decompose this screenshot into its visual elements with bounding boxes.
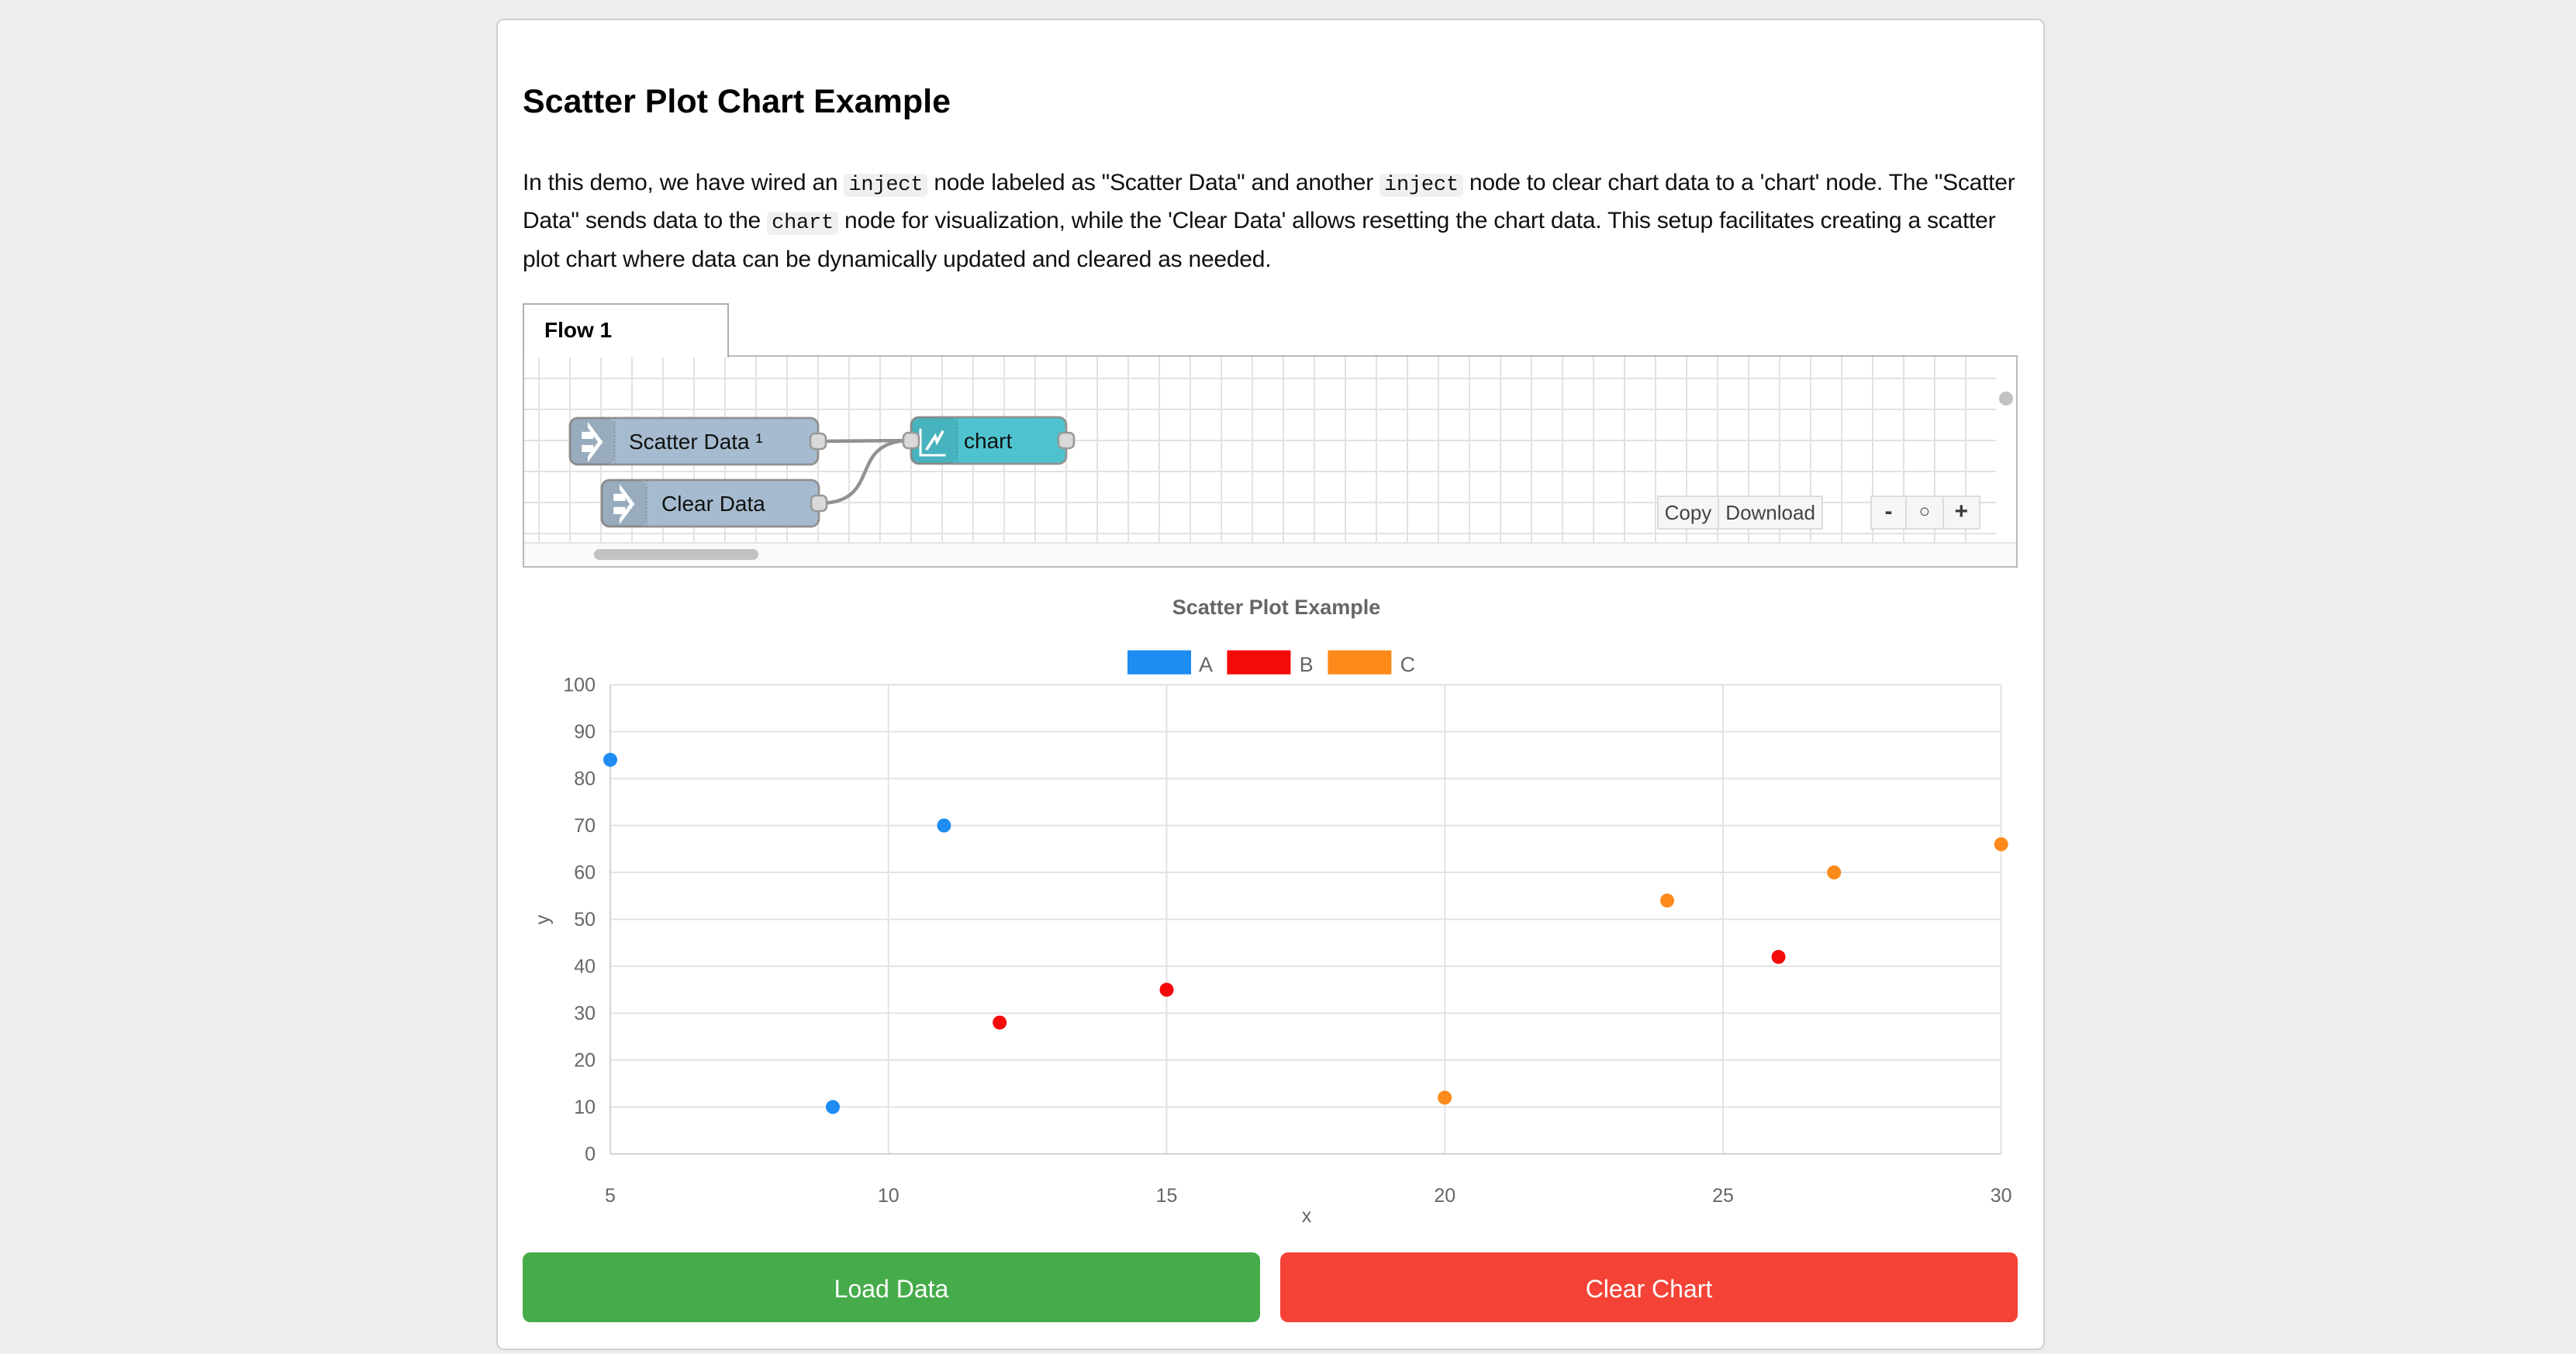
svg-text:80: 80 <box>574 768 596 789</box>
svg-text:y: y <box>532 914 554 924</box>
svg-text:50: 50 <box>574 909 596 931</box>
svg-text:10: 10 <box>878 1185 900 1207</box>
svg-text:10: 10 <box>574 1097 596 1118</box>
svg-text:40: 40 <box>574 955 596 977</box>
svg-text:90: 90 <box>574 721 596 743</box>
svg-text:Scatter Data ¹: Scatter Data ¹ <box>629 430 763 454</box>
svg-text:A: A <box>1199 653 1213 676</box>
svg-text:100: 100 <box>563 674 596 696</box>
svg-text:70: 70 <box>574 815 596 837</box>
svg-text:30: 30 <box>574 1003 596 1024</box>
svg-text:B: B <box>1300 653 1314 676</box>
svg-text:5: 5 <box>605 1185 616 1207</box>
svg-text:C: C <box>1400 653 1416 676</box>
svg-text:30: 30 <box>1991 1185 2012 1207</box>
svg-text:20: 20 <box>574 1049 596 1071</box>
svg-text:25: 25 <box>1712 1185 1734 1207</box>
svg-text:15: 15 <box>1156 1185 1178 1207</box>
svg-text:Scatter Plot Example: Scatter Plot Example <box>1172 596 1381 619</box>
svg-text:x: x <box>1302 1205 1312 1227</box>
svg-text:Clear Data: Clear Data <box>661 492 765 516</box>
svg-text:20: 20 <box>1434 1185 1455 1207</box>
svg-text:chart: chart <box>964 429 1012 453</box>
svg-text:0: 0 <box>585 1143 596 1165</box>
svg-text:60: 60 <box>574 862 596 883</box>
